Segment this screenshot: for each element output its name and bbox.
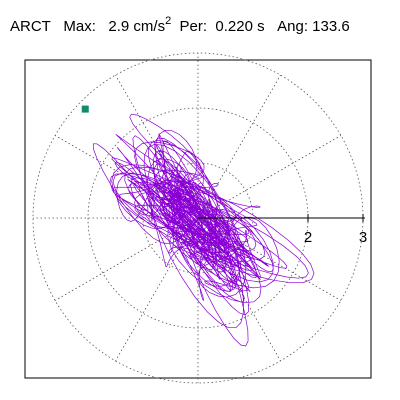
radial-tick-label: 3 xyxy=(359,229,367,246)
start-marker xyxy=(81,105,89,113)
max-exponent: 2 xyxy=(165,15,172,27)
grid-spoke xyxy=(197,74,281,219)
period-label: Per: xyxy=(179,18,208,35)
grid-spoke xyxy=(197,217,281,362)
motion-trace xyxy=(92,113,315,347)
grid-spoke xyxy=(197,217,342,301)
chart-header: ARCT Max: 2.9 cm/s2 Per: 0.220 s Ang: 13… xyxy=(10,15,350,35)
angle-label: Ang: xyxy=(277,18,308,35)
grid-spoke xyxy=(115,74,199,219)
motion-trace-group xyxy=(81,105,315,347)
grid-spoke xyxy=(54,217,199,301)
grid-spoke xyxy=(197,135,342,219)
station-code: ARCT xyxy=(10,18,51,35)
grid-spoke xyxy=(54,135,199,219)
period-value: 0.220 s xyxy=(215,18,265,35)
grid-spoke xyxy=(115,217,199,362)
max-value: 2.9 cm/s xyxy=(108,18,166,35)
angle-value: 133.6 xyxy=(312,18,350,35)
max-label: Max: xyxy=(63,18,96,35)
radial-tick-label: 2 xyxy=(304,229,312,246)
